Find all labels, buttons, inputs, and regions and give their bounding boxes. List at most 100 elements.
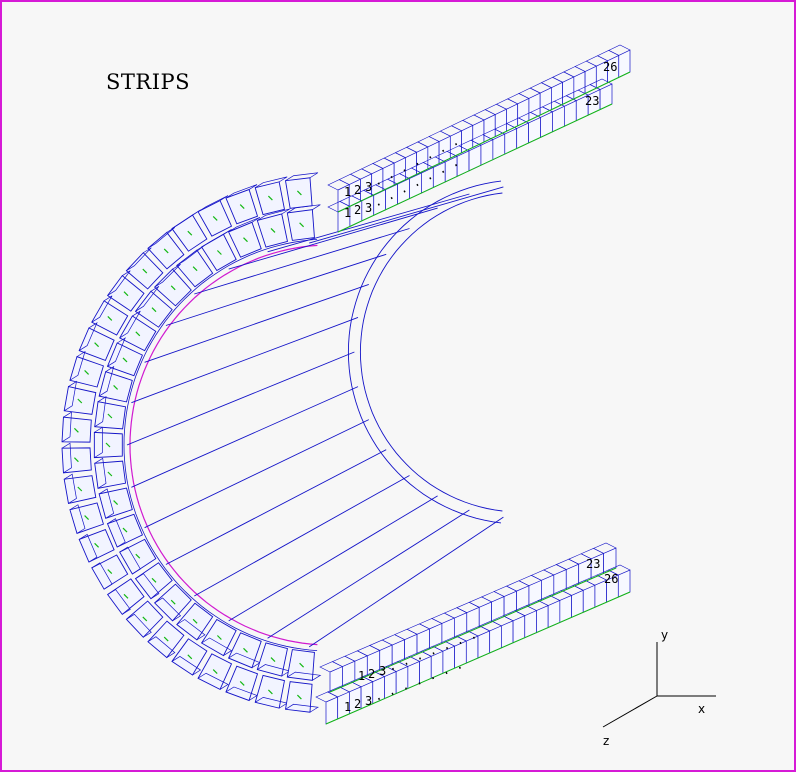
longitudinal-line (165, 449, 387, 565)
inner-layer-marker (113, 500, 119, 506)
outer-layer-block-edge (255, 696, 289, 709)
top-inner-strip (480, 139, 494, 166)
strip-label-bottom-inner-1: 1 (358, 669, 365, 683)
inner-layer-marker (243, 237, 248, 243)
outer-layer-block-edge (225, 686, 258, 701)
inner-layer-marker (135, 553, 141, 559)
outer-layer-marker (94, 342, 100, 348)
strip-label-top-inner-2: 2 (354, 203, 361, 217)
longitudinal-line (131, 386, 359, 488)
inner-layer-block-edge (154, 263, 181, 288)
inner-layer-block-edge (201, 637, 233, 656)
bottom-outer-strip-top (607, 564, 631, 576)
inner-layer-marker (113, 384, 119, 390)
inner-layer-block (286, 209, 315, 241)
coordinate-axes: y x z (602, 628, 716, 748)
outer-layer-marker (73, 457, 79, 463)
inner-layer-marker (135, 331, 141, 337)
outer-layer-block-edge (61, 442, 72, 474)
outer-layer-marker (107, 315, 113, 321)
inner-layer-block-edge (98, 488, 115, 519)
top-inner-strip (552, 105, 565, 133)
outer-layer-block-edge (64, 380, 77, 412)
outer-layer-block (61, 416, 92, 443)
outer-layer-marker (187, 654, 193, 660)
outer-layer-marker (94, 542, 100, 548)
outer-layer-block-edge (107, 589, 131, 615)
barrel-rings (123, 180, 503, 651)
inner-layer-block-edge (228, 652, 261, 669)
outer-layer-block-edge (197, 195, 229, 213)
inner-layer-marker (299, 222, 305, 228)
figure-title: STRIPS (106, 70, 191, 94)
outer-layer-marker (77, 486, 83, 492)
axis-z-label: z (603, 734, 609, 748)
outer-layer-marker (212, 669, 218, 675)
outer-layer-marker (296, 694, 302, 700)
outer-layer-marker (107, 569, 113, 575)
inner-layer-marker (192, 266, 198, 272)
outer-layer-block-edge (69, 350, 86, 381)
inner-layer-block-edge (107, 518, 126, 548)
outer-layer-marker (267, 195, 273, 201)
strip-label-bottom-outer-last: 26 (604, 572, 618, 586)
top-inner-strip-top (589, 78, 613, 90)
inner-layer-block-edge (119, 310, 141, 339)
outer-layer-block-edge (197, 672, 229, 690)
inner-layer-marker (170, 599, 176, 605)
outer-layer-marker (73, 427, 79, 433)
outer-layer-marker (123, 593, 129, 599)
top-inner-strip (492, 133, 506, 161)
inner-layer-marker (107, 471, 113, 477)
outer-layer-block-edge (285, 172, 319, 182)
longitudinal-line (309, 186, 504, 244)
outer-layer-marker (84, 369, 90, 375)
inner-layer-block-edge (201, 229, 232, 248)
far-ring-outer (347, 180, 502, 524)
top-inner-strip (516, 122, 529, 150)
longitudinal-line (308, 516, 504, 648)
longitudinal-line (267, 509, 470, 639)
inner-layer-marker (270, 227, 276, 233)
outer-layer-block-edge (69, 504, 86, 534)
bottom-outer-edge (325, 591, 631, 725)
outer-layer-block-edge (171, 209, 201, 229)
longitudinal-line (126, 351, 355, 446)
outer-layer-block-edge (285, 703, 319, 713)
inner-layer-marker (243, 647, 248, 653)
longitudinal-line (194, 228, 410, 295)
outer-layer-block-edge (126, 613, 152, 638)
outer-layer-marker (142, 268, 148, 274)
strip-label-top-outer-3: 3 (365, 180, 372, 194)
strip-label-bottom-outer-1: 1 (344, 700, 351, 714)
inner-layer-block-edge (94, 457, 107, 489)
strip-label-bottom-inner-2: 2 (368, 667, 375, 681)
longitudinal-lines (126, 186, 504, 648)
inner-layer-block-edge (94, 426, 103, 458)
outer-layer-block-edge (107, 270, 131, 296)
top-inner-strip (599, 83, 613, 111)
inner-layer-marker (216, 635, 222, 640)
inner-layer-block-edge (154, 597, 182, 622)
longitudinal-line (131, 316, 359, 404)
inner-layer-marker (170, 285, 176, 291)
inner-layer-marker (122, 357, 128, 363)
inner-layer-block (94, 401, 127, 430)
longitudinal-line (267, 193, 470, 253)
outer-layer-block-edge (147, 227, 176, 249)
inner-layer-block-edge (135, 286, 160, 312)
inner-layer-block-edge (176, 619, 206, 641)
inner-layer-marker (122, 527, 128, 533)
top-inner-strip (540, 111, 553, 138)
inner-ring-front-edge (123, 239, 318, 651)
outer-layer-block-edge (255, 176, 288, 188)
top-inner-strip (504, 127, 518, 155)
strip-label-top-inner-last: 23 (585, 94, 599, 108)
outer-layer-marker (163, 248, 169, 254)
inner-layer-block-edge (107, 337, 126, 367)
strip-markers (73, 71, 631, 725)
outer-layer-block-edge (126, 247, 152, 272)
longitudinal-line (165, 253, 387, 326)
outer-layer-block-edge (91, 562, 113, 590)
